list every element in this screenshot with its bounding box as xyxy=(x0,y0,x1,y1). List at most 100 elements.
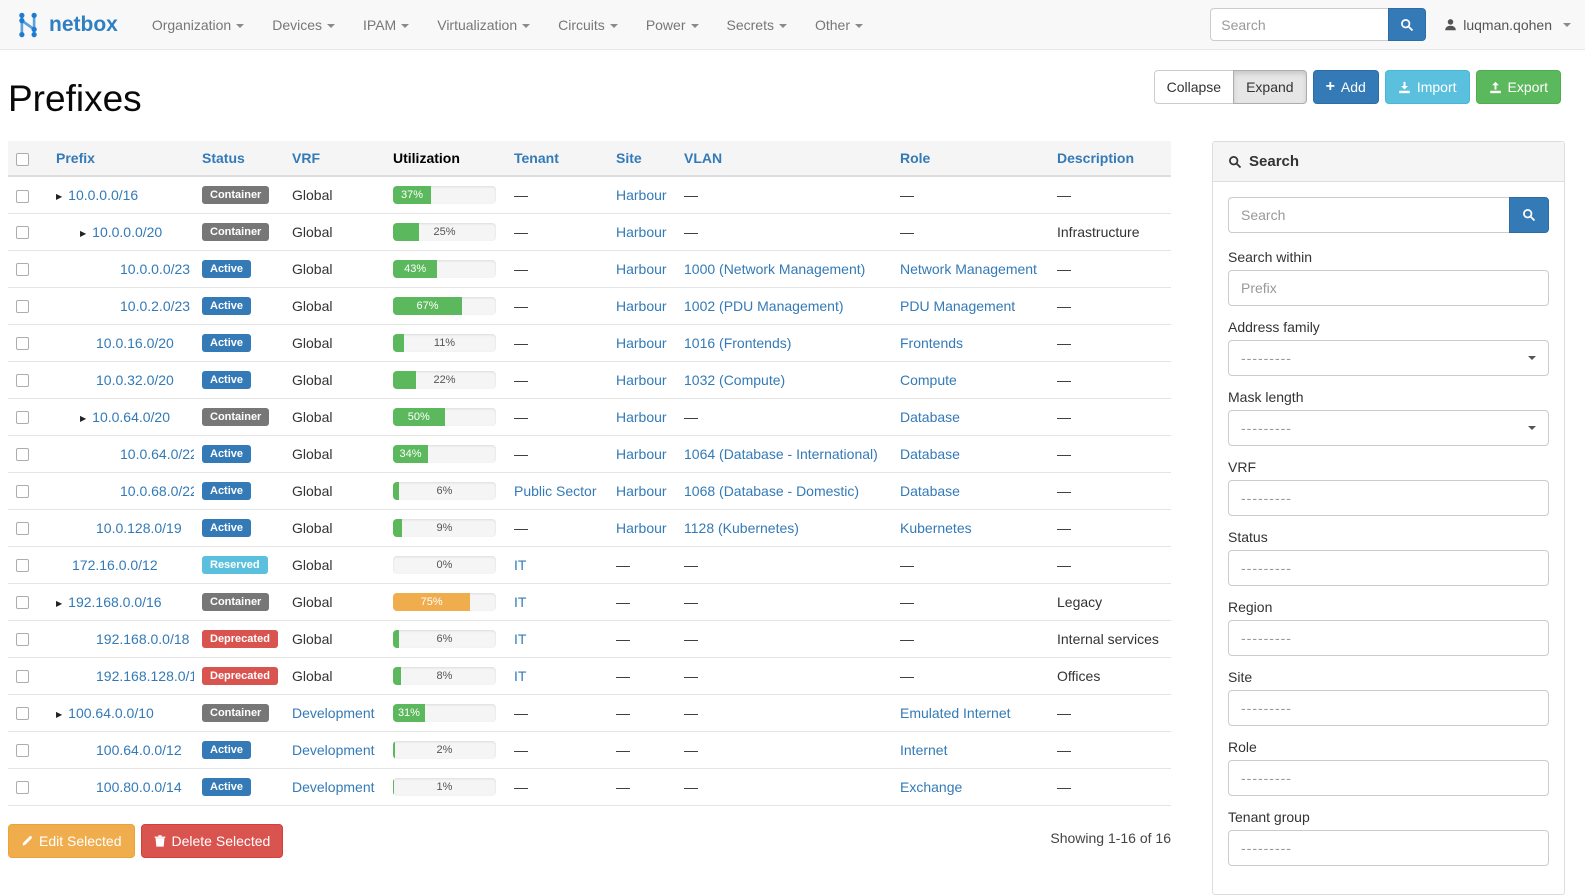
filter-select-vrf[interactable]: --------- xyxy=(1228,480,1549,516)
prefix-link[interactable]: 10.0.32.0/20 xyxy=(96,371,174,388)
select-all-checkbox[interactable] xyxy=(16,152,29,166)
prefix-link[interactable]: 10.0.64.0/20 xyxy=(92,408,171,425)
filter-select-role[interactable]: --------- xyxy=(1228,760,1549,796)
role-link[interactable]: Emulated Internet xyxy=(900,704,1011,721)
prefix-link[interactable]: 10.0.0.0/20 xyxy=(92,223,163,240)
vlan-link[interactable]: 1128 (Kubernetes) xyxy=(684,519,799,536)
row-checkbox[interactable] xyxy=(16,300,29,314)
row-checkbox[interactable] xyxy=(16,448,29,462)
row-checkbox[interactable] xyxy=(16,226,29,240)
role-link[interactable]: Exchange xyxy=(900,778,963,795)
column-header-site[interactable]: Site xyxy=(608,141,676,177)
row-checkbox[interactable] xyxy=(16,707,29,721)
tenant-link[interactable]: IT xyxy=(514,593,527,610)
role-link[interactable]: Database xyxy=(900,445,960,462)
row-checkbox[interactable] xyxy=(16,633,29,647)
column-header-status[interactable]: Status xyxy=(194,141,284,177)
site-link[interactable]: Harbour xyxy=(616,445,667,462)
vlan-link[interactable]: 1016 (Frontends) xyxy=(684,334,792,351)
navbar-search-button[interactable] xyxy=(1388,8,1427,41)
prefix-link[interactable]: 192.168.0.0/18 xyxy=(96,630,190,647)
nav-menu-secrets[interactable]: Secrets xyxy=(713,17,801,33)
filter-select-tenant-group[interactable]: --------- xyxy=(1228,830,1549,866)
filter-select-region[interactable]: --------- xyxy=(1228,620,1549,656)
row-checkbox[interactable] xyxy=(16,411,29,425)
column-header-role[interactable]: Role xyxy=(892,141,1049,177)
tenant-link[interactable]: IT xyxy=(514,667,527,684)
prefix-link[interactable]: 10.0.64.0/22 xyxy=(120,445,194,462)
add-button[interactable]: + Add xyxy=(1312,70,1379,104)
filter-search-input[interactable] xyxy=(1228,197,1509,233)
role-link[interactable]: Internet xyxy=(900,741,948,758)
prefix-link[interactable]: 100.64.0.0/10 xyxy=(68,704,154,721)
delete-selected-button[interactable]: Delete Selected xyxy=(140,823,284,858)
column-header-description[interactable]: Description xyxy=(1049,141,1171,177)
edit-selected-button[interactable]: Edit Selected xyxy=(8,823,135,858)
vrf-link[interactable]: Development xyxy=(292,778,375,795)
prefix-link[interactable]: 10.0.68.0/22 xyxy=(120,482,194,499)
tenant-link[interactable]: Public Sector xyxy=(514,482,597,499)
vlan-link[interactable]: 1002 (PDU Management) xyxy=(684,297,844,314)
filter-select-mask-length[interactable]: --------- xyxy=(1228,410,1549,446)
prefix-link[interactable]: 10.0.2.0/23 xyxy=(120,297,191,314)
vrf-link[interactable]: Development xyxy=(292,741,375,758)
vlan-link[interactable]: 1068 (Database - Domestic) xyxy=(684,482,860,499)
vrf-link[interactable]: Development xyxy=(292,704,375,721)
user-menu[interactable]: luqman.qohen xyxy=(1444,17,1571,33)
row-checkbox[interactable] xyxy=(16,744,29,758)
prefix-link[interactable]: 192.168.128.0/17 xyxy=(96,667,194,684)
filter-input-search-within[interactable] xyxy=(1228,270,1549,306)
expand-button[interactable]: Expand xyxy=(1233,70,1307,104)
nav-menu-organization[interactable]: Organization xyxy=(138,17,258,33)
role-link[interactable]: Network Management xyxy=(900,260,1037,277)
nav-menu-ipam[interactable]: IPAM xyxy=(349,17,423,33)
site-link[interactable]: Harbour xyxy=(616,297,667,314)
filter-search-button[interactable] xyxy=(1509,197,1549,233)
collapse-button[interactable]: Collapse xyxy=(1153,70,1235,104)
import-button[interactable]: Import xyxy=(1384,70,1470,104)
prefix-link[interactable]: 172.16.0.0/12 xyxy=(72,556,158,573)
nav-menu-virtualization[interactable]: Virtualization xyxy=(423,17,544,33)
site-link[interactable]: Harbour xyxy=(616,186,667,203)
site-link[interactable]: Harbour xyxy=(616,482,667,499)
site-link[interactable]: Harbour xyxy=(616,223,667,240)
column-header-prefix[interactable]: Prefix xyxy=(48,141,194,177)
prefix-link[interactable]: 100.80.0.0/14 xyxy=(96,778,182,795)
vlan-link[interactable]: 1032 (Compute) xyxy=(684,371,786,388)
site-link[interactable]: Harbour xyxy=(616,371,667,388)
vlan-link[interactable]: 1064 (Database - International) xyxy=(684,445,878,462)
row-checkbox[interactable] xyxy=(16,670,29,684)
filter-select-address-family[interactable]: --------- xyxy=(1228,340,1549,376)
navbar-search-input[interactable] xyxy=(1210,8,1389,41)
role-link[interactable]: Database xyxy=(900,482,960,499)
site-link[interactable]: Harbour xyxy=(616,334,667,351)
row-checkbox[interactable] xyxy=(16,596,29,610)
column-header-vlan[interactable]: VLAN xyxy=(676,141,892,177)
role-link[interactable]: Compute xyxy=(900,371,957,388)
role-link[interactable]: Database xyxy=(900,408,960,425)
prefix-link[interactable]: 10.0.0.0/16 xyxy=(68,186,139,203)
row-checkbox[interactable] xyxy=(16,559,29,573)
row-checkbox[interactable] xyxy=(16,374,29,388)
row-checkbox[interactable] xyxy=(16,522,29,536)
nav-menu-circuits[interactable]: Circuits xyxy=(544,17,632,33)
prefix-link[interactable]: 192.168.0.0/16 xyxy=(68,593,162,610)
nav-menu-power[interactable]: Power xyxy=(632,17,713,33)
row-checkbox[interactable] xyxy=(16,337,29,351)
role-link[interactable]: Frontends xyxy=(900,334,964,351)
column-header-vrf[interactable]: VRF xyxy=(284,141,385,177)
prefix-link[interactable]: 10.0.128.0/19 xyxy=(96,519,182,536)
filter-select-status[interactable]: --------- xyxy=(1228,550,1549,586)
row-checkbox[interactable] xyxy=(16,485,29,499)
vlan-link[interactable]: 1000 (Network Management) xyxy=(684,260,866,277)
nav-menu-other[interactable]: Other xyxy=(801,17,877,33)
export-button[interactable]: Export xyxy=(1475,70,1561,104)
tenant-link[interactable]: IT xyxy=(514,630,527,647)
tenant-link[interactable]: IT xyxy=(514,556,527,573)
row-checkbox[interactable] xyxy=(16,189,29,203)
prefix-link[interactable]: 10.0.0.0/23 xyxy=(120,260,191,277)
filter-select-site[interactable]: --------- xyxy=(1228,690,1549,726)
site-link[interactable]: Harbour xyxy=(616,519,667,536)
netbox-brand[interactable]: netbox xyxy=(14,11,118,39)
row-checkbox[interactable] xyxy=(16,263,29,277)
